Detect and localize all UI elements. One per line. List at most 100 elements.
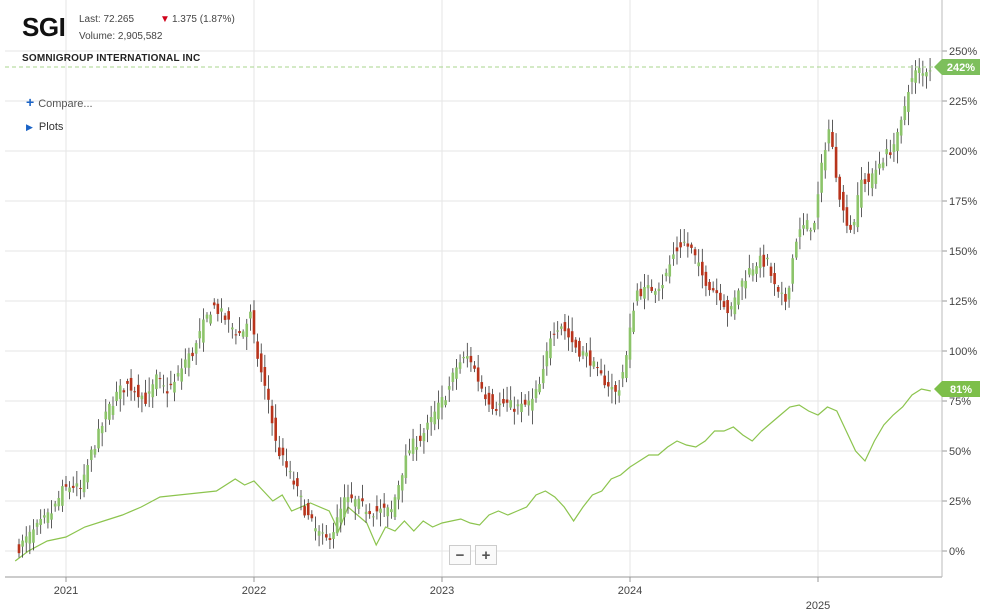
candle-body xyxy=(899,119,903,136)
candle-body xyxy=(505,399,509,403)
candle-body xyxy=(133,391,136,393)
candle-body xyxy=(86,465,89,483)
candle-body xyxy=(693,249,697,256)
candle-body xyxy=(335,517,339,534)
candle-body xyxy=(346,497,350,503)
candle-body xyxy=(415,447,418,450)
candle-body xyxy=(108,403,111,420)
candle-body xyxy=(690,244,693,248)
zoom-in-button[interactable]: + xyxy=(475,545,497,565)
candle-body xyxy=(914,70,917,83)
candle-body xyxy=(729,306,733,310)
candle-body xyxy=(147,391,151,394)
price-change: 1.375 (1.87%) xyxy=(171,14,235,25)
ticker-symbol: SGI xyxy=(22,12,66,42)
candle-body xyxy=(776,287,780,292)
last-price: Last: 72.265 ▼ 1.375 (1.87%) xyxy=(79,14,235,25)
candle-body xyxy=(173,381,176,393)
candle-body xyxy=(292,480,296,485)
candle-body xyxy=(198,331,202,339)
candle-body xyxy=(364,511,368,515)
candle-body xyxy=(574,339,578,348)
candle-body xyxy=(675,247,679,252)
candle-body xyxy=(328,538,332,540)
y-tick-label: 150% xyxy=(949,246,977,258)
candle-body xyxy=(758,255,762,269)
x-tick-label: 2021 xyxy=(54,585,78,597)
plots-toggle[interactable]: ▶ Plots xyxy=(26,121,63,133)
y-tick-label: 200% xyxy=(949,146,977,158)
candle-body xyxy=(252,310,256,335)
candle-body xyxy=(480,382,484,389)
candle-body xyxy=(205,314,209,319)
compare-button[interactable]: + Compare... xyxy=(26,94,93,110)
candle-body xyxy=(82,474,86,493)
candle-body xyxy=(39,518,42,525)
candle-body xyxy=(549,338,552,359)
candle-body xyxy=(433,411,437,425)
price-badge-bg xyxy=(934,59,980,75)
candle-body xyxy=(874,169,878,184)
candle-body xyxy=(679,242,682,248)
candle-body xyxy=(867,173,870,182)
candle-body xyxy=(241,331,245,337)
candle-body xyxy=(386,507,390,517)
candle-body xyxy=(325,534,328,538)
candle-body xyxy=(24,536,28,543)
candle-body xyxy=(259,353,263,373)
candle-body xyxy=(921,73,925,76)
candle-body xyxy=(466,356,469,359)
candle-body xyxy=(278,447,281,457)
candle-body xyxy=(155,374,158,390)
candle-body xyxy=(889,152,892,155)
candle-body xyxy=(93,448,97,455)
candle-body xyxy=(61,486,64,506)
gridlines xyxy=(5,0,942,577)
candle-body xyxy=(715,290,719,294)
axis-labels: 0% 25% 50% 75% 100% 125% 150% 175% 200% 225% 250% 2… xyxy=(54,46,978,612)
candle-body xyxy=(870,173,874,189)
candle-body xyxy=(599,370,603,374)
candle-body xyxy=(194,343,198,354)
candle-body xyxy=(527,400,531,406)
candle-body xyxy=(180,368,183,382)
candle-body xyxy=(53,503,57,507)
candle-body xyxy=(100,425,104,434)
candle-body xyxy=(892,144,896,152)
candle-body xyxy=(288,471,292,473)
candle-body xyxy=(849,224,852,230)
candle-body xyxy=(588,350,592,366)
candle-body xyxy=(227,311,230,320)
candle-body xyxy=(429,417,433,423)
candle-body xyxy=(144,392,147,404)
candle-body xyxy=(805,220,809,230)
candle-body xyxy=(531,398,534,411)
candle-body xyxy=(838,176,841,200)
candle-body xyxy=(332,532,335,539)
candle-body xyxy=(245,323,249,337)
candle-body xyxy=(596,367,599,369)
candle-body xyxy=(21,540,24,547)
candle-body xyxy=(856,195,860,228)
candle-body xyxy=(473,365,476,369)
candle-body xyxy=(541,368,545,384)
candle-body xyxy=(104,411,108,420)
candle-body xyxy=(487,392,491,405)
candle-body xyxy=(556,330,559,332)
candle-body xyxy=(419,435,422,441)
candle-body xyxy=(400,475,404,491)
candle-body xyxy=(701,261,704,276)
zoom-out-button[interactable]: − xyxy=(449,545,471,565)
candle-body xyxy=(628,327,632,360)
candle-body xyxy=(310,514,314,519)
candle-body xyxy=(878,163,881,169)
candle-body xyxy=(632,310,635,332)
candle-body xyxy=(523,399,527,405)
candle-body xyxy=(375,506,379,512)
candle-body xyxy=(657,288,661,291)
candle-body xyxy=(697,262,700,267)
candle-body xyxy=(617,390,621,396)
candle-body xyxy=(903,106,907,121)
candle-body xyxy=(610,386,614,390)
candle-body xyxy=(216,303,220,314)
